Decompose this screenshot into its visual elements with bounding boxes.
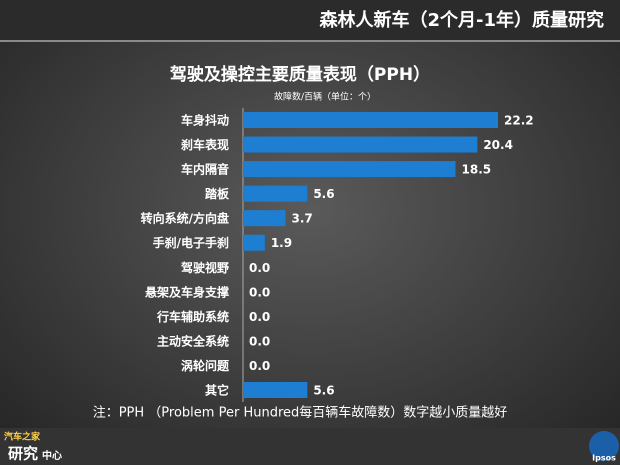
value-label: 0.0 <box>249 261 270 275</box>
value-label: 20.4 <box>483 138 513 152</box>
logo-text: 研究 <box>8 445 38 463</box>
value-label: 5.6 <box>313 384 334 398</box>
value-label: 0.0 <box>249 285 270 299</box>
value-label: 0.0 <box>249 334 270 348</box>
value-label: 18.5 <box>462 163 492 177</box>
category-label: 主动安全系统 <box>157 333 229 348</box>
logo-icon <box>589 431 619 461</box>
bar <box>243 382 308 398</box>
logo-text: 汽车之家 <box>4 431 41 443</box>
category-label: 车内隔音 <box>181 162 229 177</box>
value-label: 0.0 <box>249 310 270 324</box>
category-label: 转向系统/方向盘 <box>141 211 229 226</box>
logo-text: Ipsos <box>592 454 616 463</box>
category-label: 驾驶视野 <box>180 260 229 275</box>
footer-bar <box>0 428 620 465</box>
bar <box>243 185 308 202</box>
logo-text: 中心 <box>42 449 62 462</box>
category-label: 手刹/电子手刹 <box>153 235 229 250</box>
value-label: 3.7 <box>292 212 313 226</box>
category-label: 涡轮问题 <box>181 358 230 373</box>
category-label: 悬架及车身支撑 <box>144 284 229 299</box>
bar <box>243 136 478 153</box>
value-label: 22.2 <box>504 114 534 128</box>
footnote: 注：PPH （Problem Per Hundred每百辆车故障数）数字越小质量… <box>93 405 508 421</box>
header-line <box>0 40 620 42</box>
category-label: 踏板 <box>205 186 230 201</box>
header-title: 森林人新车（2个月-1年）质量研究 <box>319 9 604 31</box>
bar <box>243 210 286 227</box>
value-label: 1.9 <box>271 236 292 250</box>
chart-title: 驾驶及操控主要质量表现（PPH） <box>170 64 430 85</box>
bar <box>243 112 498 128</box>
bar <box>243 161 456 178</box>
category-label: 车身抖动 <box>181 113 229 128</box>
bar <box>243 234 265 251</box>
value-label: 0.0 <box>249 359 270 373</box>
chart-subtitle: 故障数/百辆（单位：个） <box>274 91 376 103</box>
value-label: 5.6 <box>313 187 334 201</box>
category-label: 刹车表现 <box>181 137 229 152</box>
category-label: 其它 <box>205 383 229 398</box>
category-label: 行车辅助系统 <box>156 309 229 324</box>
header-bar <box>0 0 620 40</box>
